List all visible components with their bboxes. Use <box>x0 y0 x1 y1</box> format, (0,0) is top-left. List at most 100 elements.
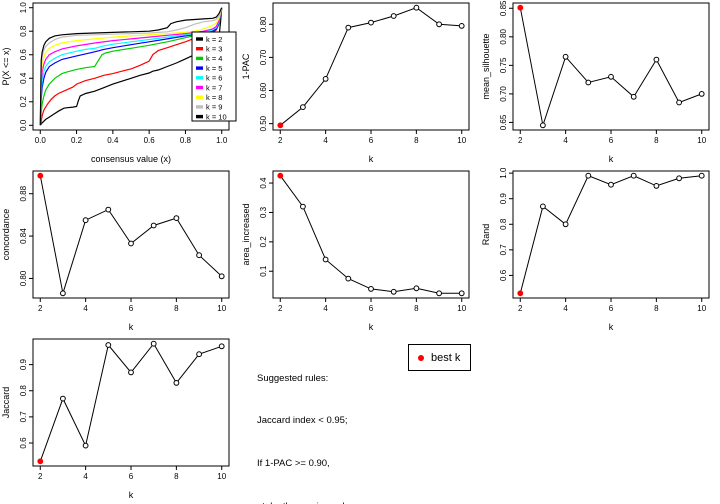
svg-text:k: k <box>129 490 134 500</box>
rand-plot: 2 4 6 8 10 0.6 0.7 0.8 0.9 1.0 k Rand <box>481 168 710 332</box>
svg-text:0.6: 0.6 <box>19 437 28 449</box>
svg-text:k = 10: k = 10 <box>206 112 227 121</box>
svg-text:0.80: 0.80 <box>19 270 28 286</box>
svg-text:0.7: 0.7 <box>19 411 28 423</box>
svg-text:4: 4 <box>323 304 328 313</box>
svg-text:10: 10 <box>457 136 466 145</box>
svg-text:Jaccard: Jaccard <box>1 387 11 419</box>
jaccard-plot: 2 4 6 8 10 0.6 0.7 0.8 0.9 k Jaccard <box>1 338 230 500</box>
svg-text:k = 9: k = 9 <box>206 103 222 112</box>
ecdf-plot: 0.0 0.2 0.4 0.6 0.8 1.0 0.0 0.2 0.4 0.6 0.8 1.0 cons… <box>1 2 237 164</box>
svg-text:4: 4 <box>83 304 88 313</box>
svg-text:k = 2: k = 2 <box>206 35 222 44</box>
svg-text:6: 6 <box>609 304 614 313</box>
svg-text:k = 5: k = 5 <box>206 64 222 73</box>
svg-text:8: 8 <box>414 304 419 313</box>
svg-text:0.8: 0.8 <box>19 385 28 397</box>
concordance-plot: 2 4 6 8 10 0.80 0.84 0.88 k concordance <box>1 170 230 332</box>
svg-text:0.60: 0.60 <box>259 82 268 98</box>
svg-text:8: 8 <box>174 472 179 481</box>
svg-text:consensus value (x): consensus value (x) <box>91 154 171 164</box>
svg-text:0.80: 0.80 <box>499 28 508 44</box>
svg-text:0.2: 0.2 <box>71 136 83 145</box>
svg-text:0.4: 0.4 <box>107 136 119 145</box>
rules-line: take the maximum k; <box>257 500 402 504</box>
svg-text:mean_silhouette: mean_silhouette <box>481 33 491 99</box>
svg-text:1.0: 1.0 <box>499 168 508 179</box>
svg-text:k: k <box>129 322 134 332</box>
panel-rules: Suggested rules: Jaccard index < 0.95; I… <box>240 336 480 504</box>
svg-text:6: 6 <box>609 136 614 145</box>
svg-text:10: 10 <box>697 304 706 313</box>
svg-text:0.85: 0.85 <box>499 0 508 16</box>
svg-text:4: 4 <box>563 136 568 145</box>
svg-text:0.6: 0.6 <box>499 269 508 281</box>
svg-text:0.1: 0.1 <box>259 265 268 277</box>
svg-text:0.8: 0.8 <box>180 136 192 145</box>
svg-text:k = 3: k = 3 <box>206 45 222 54</box>
svg-text:4: 4 <box>323 136 328 145</box>
svg-text:10: 10 <box>457 304 466 313</box>
panel-area-increased: 2 4 6 8 10 0.1 0.2 0.3 0.4 k area_increased <box>240 168 480 336</box>
svg-text:10: 10 <box>217 304 226 313</box>
svg-text:0.0: 0.0 <box>19 119 28 131</box>
svg-text:10: 10 <box>217 472 226 481</box>
svg-text:0.65: 0.65 <box>499 114 508 130</box>
one-minus-pac-plot: 2 4 6 8 10 0.50 0.60 0.70 0.80 k 1-PAC <box>241 2 470 164</box>
mean-silhouette-plot: 2 4 6 8 10 0.65 0.70 0.75 0.80 0.85 k mean_silhouet… <box>481 0 710 164</box>
svg-text:2: 2 <box>38 472 43 481</box>
svg-text:P(X <= x): P(X <= x) <box>1 47 11 85</box>
panel-jaccard: 2 4 6 8 10 0.6 0.7 0.8 0.9 k Jaccard <box>0 336 240 504</box>
svg-text:2: 2 <box>278 304 283 313</box>
svg-text:k: k <box>609 154 614 164</box>
panel-mean-silhouette: 2 4 6 8 10 0.65 0.70 0.75 0.80 0.85 k mean_silhouet… <box>480 0 720 168</box>
svg-text:0.88: 0.88 <box>19 185 28 201</box>
svg-text:8: 8 <box>654 136 659 145</box>
svg-text:0.75: 0.75 <box>499 57 508 73</box>
svg-text:0.6: 0.6 <box>144 136 156 145</box>
panel-concordance: 2 4 6 8 10 0.80 0.84 0.88 k concordance <box>0 168 240 336</box>
best-k-legend-label: best k <box>431 351 461 364</box>
svg-text:k = 7: k = 7 <box>206 83 222 92</box>
svg-text:0.9: 0.9 <box>19 358 28 370</box>
svg-text:concordance: concordance <box>1 209 11 261</box>
svg-text:6: 6 <box>129 472 134 481</box>
svg-text:k: k <box>369 154 374 164</box>
svg-text:0.4: 0.4 <box>259 177 268 189</box>
svg-text:2: 2 <box>278 136 283 145</box>
rules-line: Jaccard index < 0.95; <box>257 415 348 427</box>
svg-text:2: 2 <box>518 304 523 313</box>
rules-line: If 1-PAC >= 0.90, <box>257 458 330 470</box>
svg-text:0.6: 0.6 <box>19 49 28 61</box>
suggested-rules-text: Suggested rules: Jaccard index < 0.95; I… <box>257 343 402 504</box>
svg-text:0.9: 0.9 <box>499 193 508 205</box>
svg-text:Rand: Rand <box>481 224 491 246</box>
svg-text:0.84: 0.84 <box>19 228 28 244</box>
svg-text:k = 8: k = 8 <box>206 93 222 102</box>
svg-text:8: 8 <box>654 304 659 313</box>
svg-text:0.8: 0.8 <box>19 25 28 37</box>
svg-text:k: k <box>609 322 614 332</box>
svg-text:0.8: 0.8 <box>499 218 508 230</box>
svg-text:8: 8 <box>414 136 419 145</box>
svg-text:0.0: 0.0 <box>35 136 47 145</box>
svg-text:area_increased: area_increased <box>241 203 251 265</box>
svg-text:10: 10 <box>697 136 706 145</box>
svg-text:2: 2 <box>518 136 523 145</box>
panel-empty <box>480 336 720 504</box>
svg-text:6: 6 <box>129 304 134 313</box>
svg-text:1-PAC: 1-PAC <box>241 53 251 79</box>
svg-text:6: 6 <box>369 136 374 145</box>
svg-text:0.50: 0.50 <box>259 115 268 131</box>
best-k-dot-icon <box>418 354 424 361</box>
panel-rand: 2 4 6 8 10 0.6 0.7 0.8 0.9 1.0 k Rand <box>480 168 720 336</box>
svg-text:6: 6 <box>369 304 374 313</box>
svg-text:1.0: 1.0 <box>216 136 228 145</box>
svg-text:2: 2 <box>38 304 43 313</box>
svg-text:k: k <box>369 322 374 332</box>
svg-text:0.80: 0.80 <box>259 16 268 32</box>
svg-text:k = 4: k = 4 <box>206 54 222 63</box>
svg-text:0.70: 0.70 <box>499 86 508 102</box>
svg-text:0.70: 0.70 <box>259 49 268 65</box>
